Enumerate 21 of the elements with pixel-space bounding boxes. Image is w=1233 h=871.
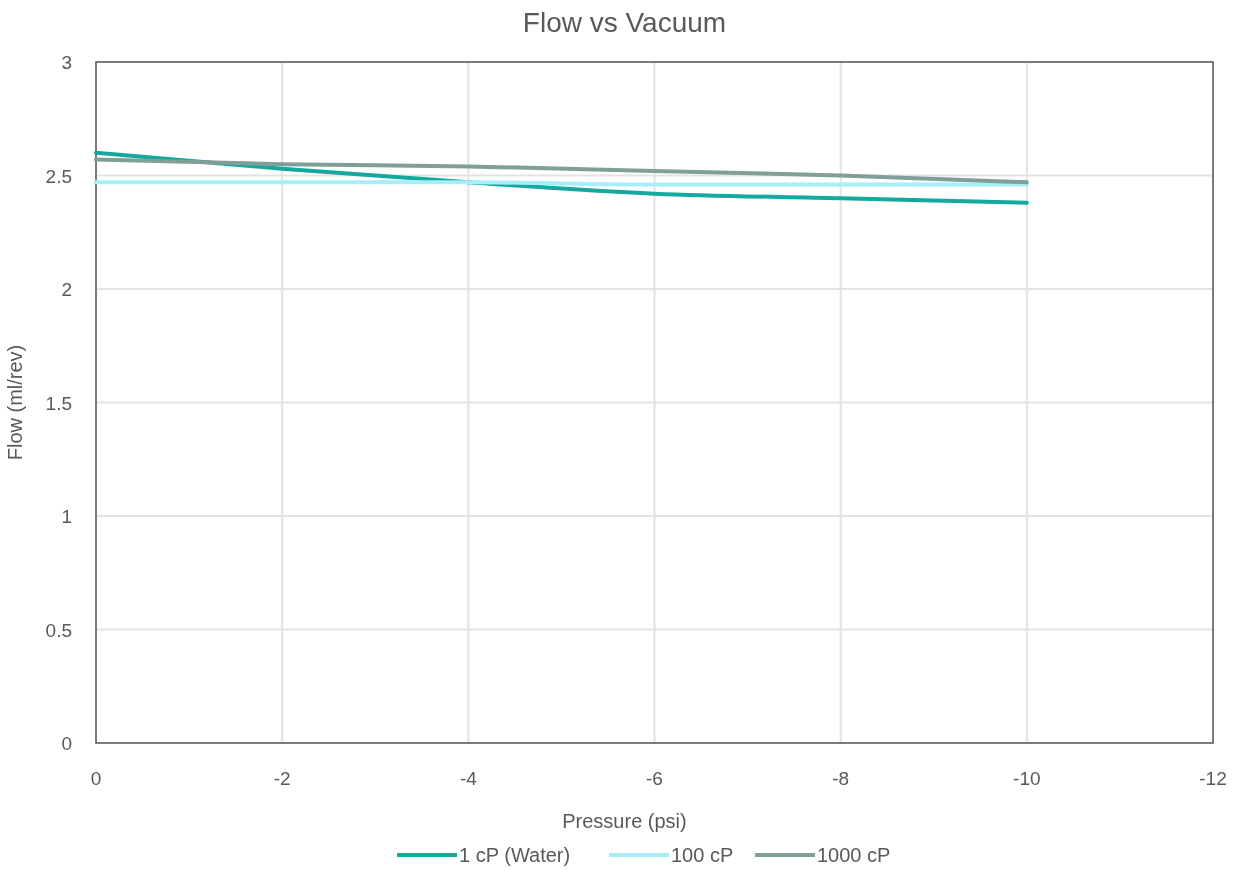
y-axis-title: Flow (ml/rev)	[4, 344, 26, 461]
legend-label: 1 cP (Water)	[459, 844, 571, 866]
x-tick-label: -2	[273, 768, 291, 789]
y-tick-label: 2	[61, 279, 72, 300]
line-series	[94, 157, 1029, 185]
y-tick-label: 2.5	[45, 165, 72, 187]
x-tick-label: -8	[832, 768, 850, 789]
x-axis-title: Pressure (psi)	[562, 810, 687, 832]
x-tick-label: -10	[1013, 768, 1041, 789]
x-tick-label: 0	[90, 768, 102, 789]
x-tick-label: -12	[1199, 768, 1227, 789]
y-tick-label: 1.5	[45, 392, 72, 414]
y-tick-label: 3	[61, 52, 72, 73]
y-tick-label: 1	[61, 506, 72, 527]
y-tick-label: 0	[61, 733, 72, 754]
legend-label: 100 cP	[671, 844, 734, 866]
legend-label: 1000 cP	[817, 844, 891, 866]
x-tick-label: -6	[646, 768, 663, 789]
chart-title: Flow vs Vacuum	[522, 7, 727, 38]
y-tick-label: 0.5	[45, 619, 72, 641]
x-tick-label: -4	[459, 768, 478, 789]
